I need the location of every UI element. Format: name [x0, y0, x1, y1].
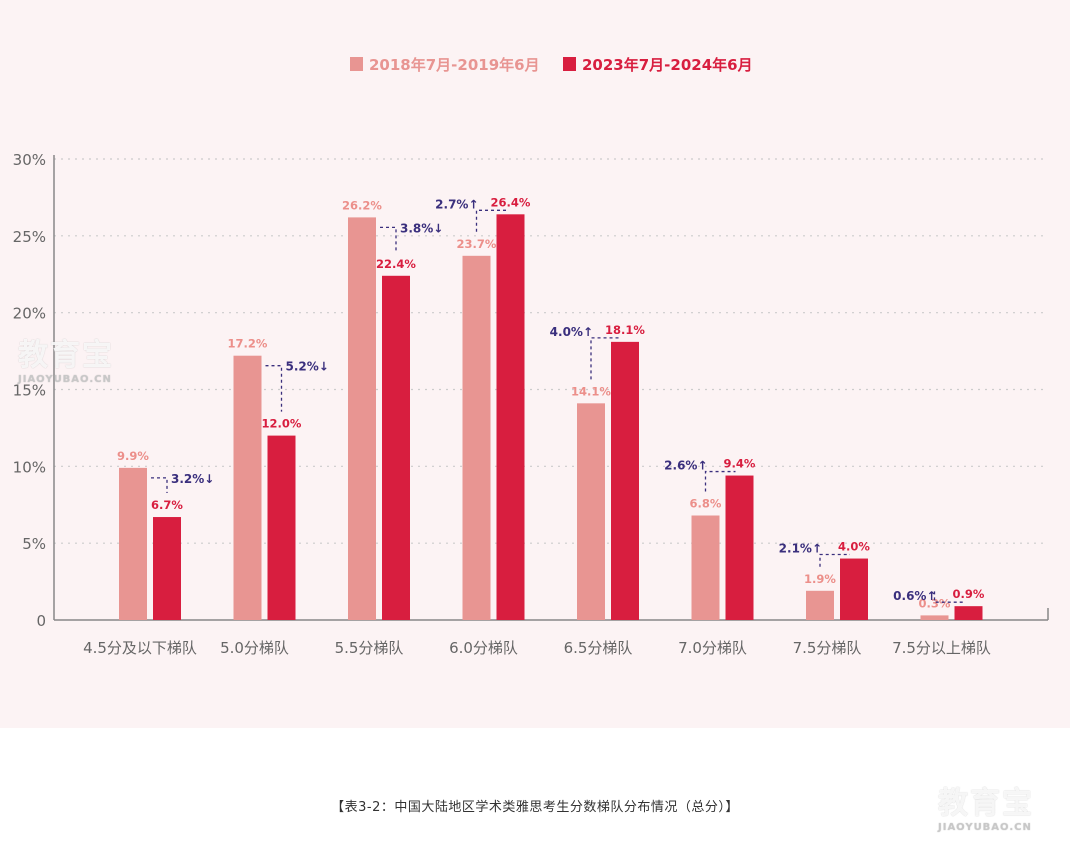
value-label-2018: 1.9% [804, 572, 836, 586]
value-label-2018: 0.3% [919, 596, 951, 610]
value-label-2023: 4.0% [838, 540, 870, 554]
bar-2018 [348, 217, 376, 621]
value-label-2018: 23.7% [457, 237, 497, 251]
value-label-2018: 14.1% [571, 384, 611, 398]
value-label-2023: 0.9% [953, 587, 985, 601]
change-label: 2.6%↑ [664, 459, 707, 473]
change-label: 0.6%↑ [893, 589, 936, 603]
change-bracket [704, 470, 736, 492]
change-bracket [819, 553, 850, 567]
watermark-main: 教育宝 [938, 786, 1034, 821]
legend-label: 2023年7月-2024年6月 [582, 56, 753, 74]
change-bracket [380, 226, 397, 252]
x-tick-label: 7.5分以上梯队 [892, 639, 991, 657]
change-bracket [265, 365, 283, 412]
value-label-2023: 18.1% [605, 323, 645, 337]
x-tick-label: 7.5分梯队 [793, 639, 862, 657]
bar-2023 [725, 475, 754, 620]
change-label: 4.0%↑ [550, 325, 593, 339]
y-tick-label: 20% [13, 305, 46, 323]
change-bracket [933, 591, 965, 603]
bar-2018 [233, 355, 262, 620]
value-label-2018: 26.2% [342, 198, 382, 212]
y-tick-label: 15% [13, 382, 46, 400]
change-label: 2.1%↑ [779, 542, 822, 556]
bar-2018 [806, 590, 834, 620]
value-label-2018: 17.2% [228, 337, 268, 351]
change-label: 5.2%↓ [286, 360, 329, 374]
x-tick-label: 6.0分梯队 [449, 639, 518, 657]
value-label-2023: 6.7% [151, 498, 183, 512]
change-bracket [475, 209, 507, 232]
y-tick-label: 5% [22, 535, 46, 553]
bar-2018 [119, 467, 147, 620]
change-label: 2.7%↑ [435, 197, 478, 211]
x-tick-label: 4.5分及以下梯队 [83, 639, 197, 657]
legend-label: 2018年7月-2019年6月 [369, 56, 540, 74]
change-label: 3.8%↓ [400, 221, 443, 235]
x-tick-label: 5.5分梯队 [335, 639, 404, 657]
y-tick-label: 25% [13, 228, 46, 246]
value-label-2023: 22.4% [376, 257, 416, 271]
value-label-2023: 12.0% [262, 417, 302, 431]
bar-2023 [611, 341, 639, 620]
bar-2023 [954, 606, 983, 620]
x-tick-label: 5.0分梯队 [220, 639, 289, 657]
y-tick-label: 10% [13, 458, 46, 476]
y-tick-label: 30% [13, 151, 46, 169]
bar-chart: 0 5% 10% 15% 20% 25% 30% 2018年7月-2019年6月 2023年7月… [13, 56, 1049, 657]
bar-2018 [920, 615, 949, 620]
bar-2023 [153, 517, 181, 620]
bar-2023 [496, 214, 525, 620]
watermark-sub: JIAOYUBAO.CN [938, 822, 1032, 833]
bar-2023 [267, 435, 296, 620]
watermark-sub: JIAOYUBAO.CN [18, 374, 112, 385]
bar-2018 [691, 515, 720, 620]
change-bracket [590, 337, 621, 380]
x-tick-label: 6.5分梯队 [564, 639, 633, 657]
legend-swatch [350, 57, 363, 71]
watermark-main: 教育宝 [18, 338, 114, 373]
legend-swatch [563, 57, 576, 71]
watermark-right: 教育宝 JIAOYUBAO.CN [938, 778, 1034, 833]
x-tick-label: 7.0分梯队 [678, 639, 747, 657]
value-label-2018: 6.8% [690, 497, 722, 511]
value-label-2023: 26.4% [491, 195, 531, 209]
bar-2018 [462, 255, 491, 620]
chart-caption: 【表3-2：中国大陆地区学术类雅思考生分数梯队分布情况（总分）】 [331, 800, 739, 815]
change-label: 3.2%↓ [171, 472, 214, 486]
watermark-left: 教育宝 JIAOYUBAO.CN [18, 330, 114, 385]
value-label-2018: 9.9% [117, 449, 149, 463]
change-bracket [151, 477, 168, 494]
bar-2023 [382, 275, 410, 620]
bar-2018 [577, 403, 605, 620]
value-label-2023: 9.4% [724, 457, 756, 471]
bar-2023 [840, 558, 868, 620]
y-tick-label: 0 [36, 612, 46, 630]
